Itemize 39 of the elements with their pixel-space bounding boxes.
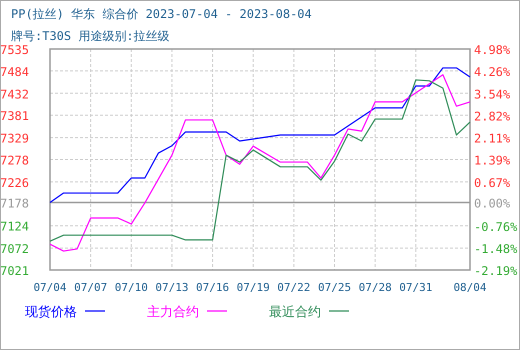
y2-tick-label: -1.48% <box>474 242 518 256</box>
y-tick-label: 7432 <box>0 87 29 102</box>
legend-label: 现货价格 <box>25 305 77 320</box>
y-tick-label: 7226 <box>0 176 29 190</box>
x-tick-label: 07/07 <box>74 281 108 294</box>
x-tick-label: 07/19 <box>236 281 270 294</box>
chart-subtitle: 牌号:T30S 用途级别:拉丝级 <box>11 29 170 43</box>
y-tick-label: 7178 <box>0 196 29 210</box>
x-tick-label: 07/04 <box>33 281 67 294</box>
y-tick-label: 7535 <box>0 43 29 57</box>
chart-title: PP(拉丝) 华东 综合价 2023-07-04 - 2023-08-04 <box>11 7 312 21</box>
y-tick-label: 7329 <box>0 132 29 146</box>
y-tick-label: 7021 <box>0 264 29 278</box>
y2-tick-label: 4.98% <box>474 43 511 57</box>
y-tick-label: 7278 <box>0 154 29 168</box>
y2-tick-label: 0.67% <box>474 176 511 190</box>
y-tick-label: 7484 <box>0 64 29 79</box>
y2-tick-label: 4.26% <box>474 65 511 80</box>
y2-tick-label: 1.39% <box>474 154 511 168</box>
x-tick-label: 07/28 <box>358 281 392 294</box>
x-tick-label: 08/04 <box>453 281 487 294</box>
y2-tick-label: 3.54% <box>474 87 511 102</box>
x-tick-label: 07/25 <box>318 281 352 294</box>
x-tick-label: 07/22 <box>277 281 310 294</box>
y2-tick-label: 0.00% <box>474 196 511 210</box>
y2-tick-label: -2.19% <box>474 264 518 278</box>
y2-tick-label: 2.11% <box>474 131 511 146</box>
legend-label: 最近合约 <box>269 305 321 320</box>
x-tick-label: 07/16 <box>196 281 230 294</box>
x-tick-label: 07/31 <box>399 281 432 294</box>
y-tick-label: 7072 <box>0 242 29 256</box>
line-series <box>49 67 471 204</box>
x-tick-label: 07/10 <box>114 281 148 294</box>
y2-tick-label: -0.76% <box>474 220 518 234</box>
y-tick-label: 7124 <box>0 220 29 234</box>
y-tick-label: 7381 <box>0 109 29 124</box>
legend-label: 主力合约 <box>147 304 199 320</box>
x-tick-label: 07/13 <box>155 281 188 294</box>
y2-tick-label: 2.82% <box>474 110 511 124</box>
